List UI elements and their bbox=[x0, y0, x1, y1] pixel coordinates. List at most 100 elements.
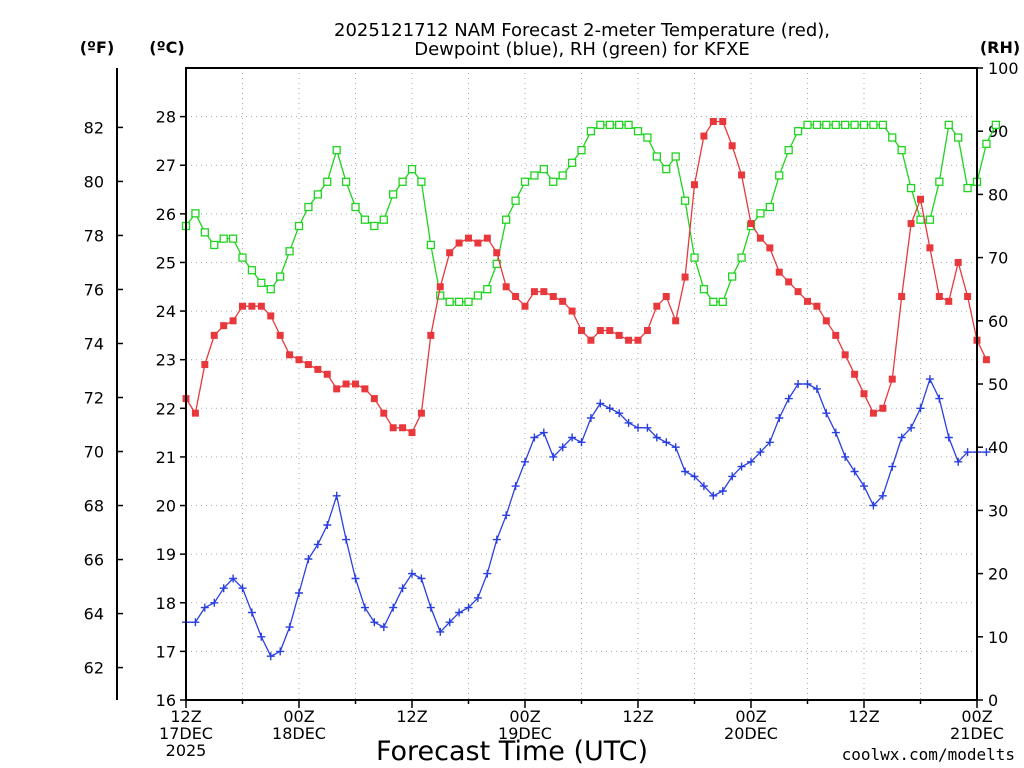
dewpoint-point bbox=[662, 438, 671, 447]
rh-point bbox=[276, 272, 285, 281]
dewpoint-point bbox=[229, 574, 238, 583]
plot-frame bbox=[185, 67, 978, 701]
temperature-point bbox=[257, 302, 265, 310]
temperature-point bbox=[380, 409, 388, 417]
dewpoint-point bbox=[747, 457, 755, 466]
temperature-point bbox=[342, 380, 350, 388]
celsius-tick-label: 22 bbox=[156, 399, 176, 418]
temperature-point bbox=[314, 365, 322, 373]
dewpoint-point bbox=[699, 482, 708, 491]
rh-tick-label: 80 bbox=[988, 185, 1008, 204]
rh-point bbox=[360, 215, 370, 224]
temperature-point bbox=[964, 292, 972, 300]
rh-point bbox=[483, 285, 492, 294]
dewpoint-point bbox=[841, 452, 850, 461]
dewpoint-point bbox=[888, 462, 897, 471]
temperature-point bbox=[436, 283, 444, 291]
rh-point bbox=[982, 139, 991, 148]
dewpoint-point bbox=[417, 574, 426, 583]
temperature-point bbox=[756, 234, 764, 242]
dewpoint-point bbox=[247, 608, 256, 617]
rh-point bbox=[793, 127, 803, 136]
dewpoint-point bbox=[596, 399, 605, 408]
temperature-point bbox=[191, 409, 199, 417]
x-tick-label: 00Z bbox=[735, 707, 766, 726]
dewpoint-point bbox=[812, 384, 821, 393]
dewpoint-point bbox=[436, 627, 445, 636]
x-tick-label: 12Z bbox=[622, 707, 653, 726]
temperature-point bbox=[370, 395, 378, 403]
temperature-point bbox=[361, 385, 369, 393]
rh-point bbox=[238, 253, 247, 262]
x-tick-label: 2025 bbox=[166, 741, 207, 760]
temperature-point bbox=[568, 307, 576, 315]
x-tick-label: 00Z bbox=[961, 707, 992, 726]
celsius-tick-label: 21 bbox=[156, 448, 176, 467]
rh-point bbox=[257, 278, 266, 288]
dewpoint-point bbox=[304, 555, 313, 563]
celsius-axis-unit: (ºC) bbox=[149, 38, 184, 57]
rh-point bbox=[869, 120, 878, 130]
dewpoint-point bbox=[257, 632, 266, 641]
temperature-point bbox=[917, 195, 924, 203]
rh-point bbox=[407, 164, 417, 174]
rh-point bbox=[680, 196, 690, 205]
dewpoint-point bbox=[332, 491, 341, 500]
rh-point bbox=[294, 221, 304, 231]
temperature-point bbox=[691, 181, 698, 189]
dewpoint-series bbox=[182, 375, 991, 661]
dewpoint-point bbox=[869, 501, 878, 510]
temperature-point bbox=[352, 380, 359, 388]
rh-point bbox=[756, 209, 765, 218]
rh-point bbox=[417, 177, 426, 186]
dewpoint-point bbox=[502, 511, 511, 520]
temperature-point bbox=[653, 302, 661, 310]
temperature-point bbox=[738, 171, 746, 179]
dewpoint-point bbox=[643, 423, 652, 432]
rh-line bbox=[185, 123, 997, 303]
temperature-point bbox=[615, 331, 623, 339]
rh-point bbox=[812, 120, 822, 130]
dewpoint-point bbox=[935, 394, 944, 403]
dewpoint-point bbox=[285, 623, 294, 632]
fahrenheit-tick-label: 70 bbox=[84, 443, 104, 462]
x-tick-label: 17DEC bbox=[159, 724, 213, 743]
dewpoint-point bbox=[718, 487, 727, 495]
temperature-point bbox=[512, 292, 520, 300]
dewpoint-point bbox=[615, 409, 624, 418]
dewpoint-point bbox=[634, 423, 642, 432]
dewpoint-point bbox=[586, 414, 595, 422]
rh-tick-label: 10 bbox=[988, 628, 1008, 647]
rh-point bbox=[699, 285, 709, 294]
rh-tick-label: 50 bbox=[988, 375, 1008, 394]
dewpoint-point bbox=[577, 438, 586, 447]
temperature-point bbox=[474, 239, 482, 247]
dewpoint-point bbox=[266, 652, 275, 661]
celsius-tick-label: 27 bbox=[156, 156, 176, 175]
rh-point bbox=[859, 120, 869, 130]
dewpoint-point bbox=[492, 535, 501, 544]
rh-point bbox=[605, 120, 614, 130]
x-tick-label: 12Z bbox=[170, 707, 201, 726]
dewpoint-point bbox=[963, 448, 972, 457]
temperature-point bbox=[869, 409, 877, 417]
temperature-point bbox=[304, 361, 312, 369]
temperature-point bbox=[389, 424, 397, 432]
rh-point bbox=[558, 171, 567, 180]
dewpoint-point bbox=[690, 472, 699, 481]
dewpoint-point bbox=[878, 491, 887, 500]
rh-point bbox=[643, 133, 652, 142]
rh-point bbox=[341, 177, 351, 186]
rh-point bbox=[709, 297, 718, 306]
temperature-point bbox=[728, 142, 736, 150]
fahrenheit-axis-unit: (ºF) bbox=[80, 38, 115, 57]
rh-point bbox=[530, 171, 539, 180]
rh-tick-label: 30 bbox=[988, 501, 1008, 520]
dewpoint-point bbox=[219, 584, 228, 593]
temperature-point bbox=[587, 336, 595, 344]
rh-point bbox=[841, 120, 850, 130]
rh-point bbox=[652, 152, 661, 161]
dewpoint-point bbox=[756, 448, 765, 457]
rh-point bbox=[577, 146, 586, 155]
temperature-point bbox=[982, 356, 990, 364]
